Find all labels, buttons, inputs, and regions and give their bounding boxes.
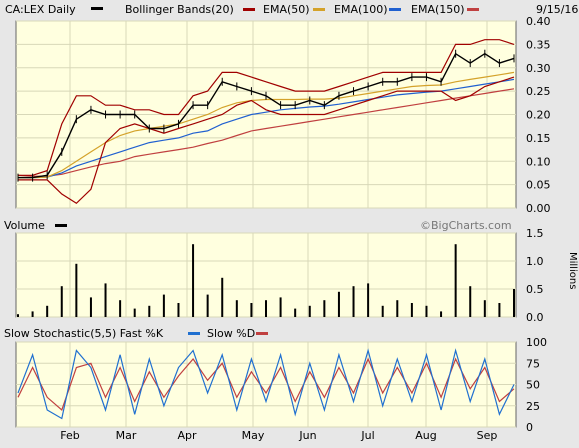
volume-title: Volume — [4, 219, 45, 232]
volume-bar — [396, 300, 399, 317]
stoch-tick-label: 75 — [526, 357, 540, 370]
stoch-axis-labels: 100 75 50 25 0 — [526, 336, 547, 434]
volume-bar — [323, 300, 326, 317]
volume-bar — [367, 283, 370, 317]
x-tick-label: Aug — [415, 429, 436, 442]
stoch-title: Slow Stochastic(5,5) Fast %K — [4, 327, 164, 340]
volume-bar — [177, 303, 180, 317]
stoch-fast-k-line — [17, 348, 515, 420]
chart-date: 9/15/16 — [536, 3, 578, 16]
stoch-tick-label: 25 — [526, 400, 540, 413]
volume-legend-swatch — [55, 224, 67, 227]
ema150-legend-label: EMA(150) — [411, 3, 465, 16]
stoch-tick-label: 50 — [526, 379, 540, 392]
stoch-slow-label: Slow %D — [207, 327, 255, 340]
price-tick-label: 0.30 — [526, 62, 551, 75]
price-tick-label: 0.15 — [526, 132, 551, 145]
volume-bar — [469, 286, 472, 317]
volume-bar — [89, 297, 92, 317]
volume-gridlines — [16, 232, 516, 318]
volume-bar — [294, 308, 297, 317]
volume-bar — [498, 303, 501, 317]
volume-bar — [279, 297, 282, 317]
volume-tick-label: 1.5 — [526, 227, 544, 240]
price-tick-label: 0.35 — [526, 38, 551, 51]
volume-header-bar — [0, 217, 579, 232]
volume-bar — [425, 305, 428, 317]
bollinger-upper-line — [18, 39, 515, 176]
ema50-legend-swatch — [313, 8, 325, 11]
volume-bar — [265, 300, 267, 317]
volume-bar — [308, 305, 311, 317]
volume-bar — [513, 289, 515, 317]
symbol-label: CA:LEX Daily — [5, 3, 76, 16]
x-tick-label: Jul — [360, 429, 374, 442]
price-tick-label: 0.10 — [526, 155, 551, 168]
volume-bar — [235, 300, 238, 317]
chart-header: CA:LEX Daily Bollinger Bands(20) EMA(50)… — [5, 3, 578, 16]
volume-plot — [17, 244, 515, 317]
volume-bar — [104, 283, 107, 317]
ema100-legend-swatch — [389, 8, 401, 11]
bollinger-legend-label: Bollinger Bands(20) — [125, 3, 234, 16]
symbol-legend-swatch — [91, 7, 103, 10]
volume-bar — [221, 277, 224, 317]
price-tick-label: 0.25 — [526, 85, 551, 98]
bollinger-legend-swatch — [243, 8, 255, 11]
volume-bar — [133, 308, 136, 317]
x-tick-label: Apr — [177, 429, 197, 442]
ema150-line — [17, 88, 515, 177]
volume-bar — [46, 305, 49, 317]
price-gridlines — [16, 20, 516, 209]
volume-tick-label: 1.0 — [526, 255, 544, 268]
volume-tick-label: 0.5 — [526, 283, 544, 296]
stoch-tick-label: 0 — [526, 421, 533, 434]
ema100-legend-label: EMA(100) — [334, 3, 388, 16]
stoch-plot — [17, 348, 515, 420]
x-tick-label: Feb — [60, 429, 79, 442]
volume-tick-label: 0.0 — [526, 311, 544, 324]
volume-bar — [454, 244, 457, 317]
price-tick-label: 0.40 — [526, 15, 551, 28]
x-tick-label: Sep — [477, 429, 498, 442]
volume-bar — [60, 286, 63, 317]
x-tick-label: Jun — [298, 429, 316, 442]
volume-bar — [75, 263, 78, 317]
x-axis-labels: Feb Mar Apr May Jun Jul Aug Sep — [60, 429, 497, 442]
stoch-d-legend-swatch — [256, 332, 268, 335]
price-axis-labels: 0.40 0.35 0.30 0.25 0.20 0.15 0.10 0.05 0.00 — [526, 15, 551, 215]
volume-bar — [440, 311, 443, 317]
volume-bar — [337, 291, 340, 317]
x-tick-label: May — [242, 429, 265, 442]
volume-axis-labels: 1.5 1.0 0.5 0.0 — [526, 227, 544, 324]
volume-bar — [352, 286, 355, 317]
ema50-legend-label: EMA(50) — [263, 3, 310, 16]
volume-bar — [17, 314, 19, 317]
bigcharts-credit: ©BigCharts.com — [420, 219, 512, 232]
stoch-gridlines — [16, 341, 516, 428]
price-plot — [17, 39, 515, 205]
price-tick-label: 0.00 — [526, 202, 551, 215]
price-tick-label: 0.20 — [526, 109, 551, 122]
volume-bar — [148, 305, 151, 317]
volume-bar — [483, 300, 486, 317]
volume-unit-label: Millions — [567, 252, 578, 289]
x-tick-label: Mar — [116, 429, 137, 442]
volume-bar — [192, 244, 195, 317]
volume-bar — [381, 305, 384, 317]
bollinger-lower-line — [18, 76, 515, 205]
price-tick-label: 0.05 — [526, 179, 551, 192]
volume-bar — [206, 294, 209, 317]
volume-bar — [119, 300, 122, 317]
stoch-tick-label: 100 — [526, 336, 547, 349]
stoch-k-legend-swatch — [188, 332, 200, 335]
volume-bar — [410, 303, 413, 317]
volume-bar — [162, 294, 165, 317]
volume-bar — [31, 311, 34, 317]
volume-bar — [250, 303, 253, 317]
ema150-legend-swatch — [467, 8, 479, 11]
